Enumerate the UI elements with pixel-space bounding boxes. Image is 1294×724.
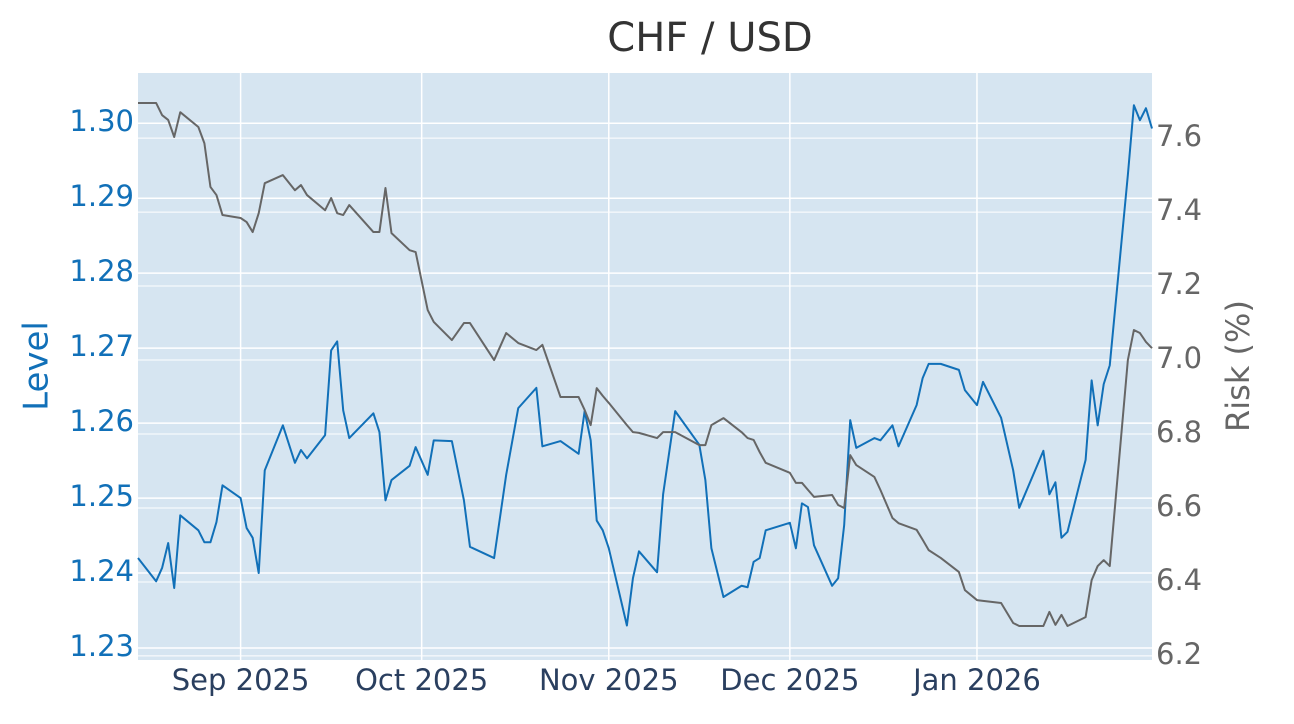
series-line [138, 101, 1153, 627]
y2-tick-label: 7.6 [1156, 119, 1202, 153]
y-tick-label: 1.27 [69, 329, 134, 363]
chart-title: CHF / USD [607, 15, 812, 61]
y2-axis-label: Risk (%) [1219, 300, 1257, 432]
y2-tick-label: 6.6 [1156, 489, 1202, 523]
y2-tick-label: 7.4 [1156, 193, 1202, 227]
x-tick-label: Nov 2025 [539, 663, 679, 697]
grid [138, 73, 1152, 660]
plot-background [138, 73, 1152, 660]
x-tick-label: Sep 2025 [172, 663, 310, 697]
y-tick-label: 1.29 [69, 179, 134, 213]
x-tick-label: Oct 2025 [355, 663, 488, 697]
y2-tick-label: 7.0 [1156, 341, 1202, 375]
x-tick-label: Jan 2026 [911, 663, 1041, 697]
y-axis-label: Level [17, 321, 57, 411]
y-tick-label: 1.24 [69, 554, 134, 588]
series-line [137, 104, 1153, 627]
y2-tick-label: 6.4 [1156, 563, 1202, 597]
y2-tick-label: 7.2 [1156, 267, 1202, 301]
x-tick-label: Dec 2025 [720, 663, 859, 697]
lines [137, 101, 1153, 627]
y2-tick-label: 6.8 [1156, 415, 1202, 449]
y2-tick-label: 6.2 [1156, 637, 1202, 671]
y-tick-label: 1.30 [69, 104, 134, 138]
y-tick-label: 1.25 [69, 479, 134, 513]
y-tick-label: 1.28 [69, 254, 134, 288]
y-tick-label: 1.26 [69, 404, 134, 438]
y-tick-label: 1.23 [69, 629, 134, 663]
